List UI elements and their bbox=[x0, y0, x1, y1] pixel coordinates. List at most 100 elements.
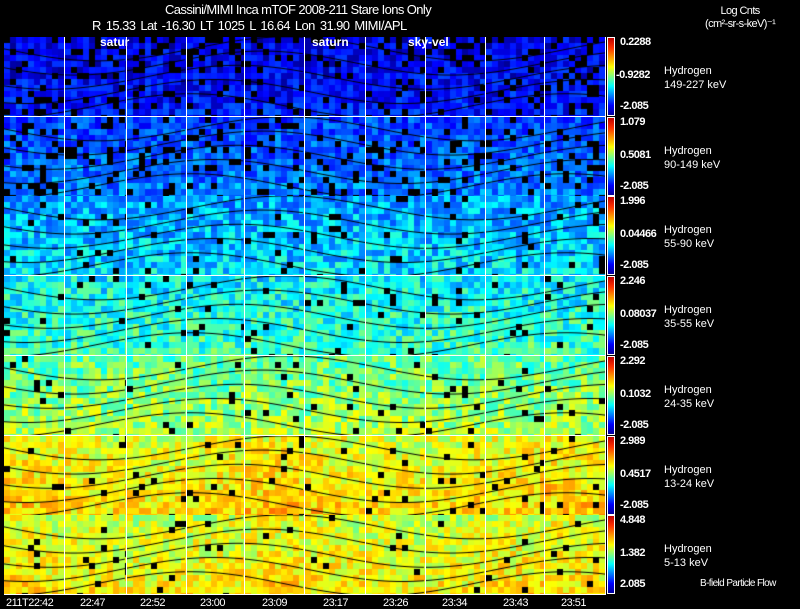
heatmap-panel-r2-c2 bbox=[127, 196, 187, 276]
colorbar bbox=[607, 436, 615, 515]
species-label: Hydrogen bbox=[664, 224, 712, 236]
energy-channel-label: Hydrogen 35-55 keV bbox=[664, 303, 714, 331]
heatmap-panel-r5-c2 bbox=[127, 436, 187, 516]
heatmap-panel-r1-c6 bbox=[366, 117, 426, 197]
colorbar-mid-label: -0.9282 bbox=[616, 69, 650, 81]
colorbar-min-label: -2.085 bbox=[620, 499, 649, 511]
time-tick-label: 22:52 bbox=[140, 597, 166, 609]
b-field-flow-label: B-field Particle Flow bbox=[700, 578, 776, 589]
heatmap-panel-r0-c0 bbox=[4, 37, 65, 117]
energy-range-label: 13-24 keV bbox=[664, 478, 715, 490]
energy-channel-label: Hydrogen 149-227 keV bbox=[664, 64, 726, 92]
colorbar-max-label: 1.079 bbox=[620, 116, 646, 128]
heatmap-panel-r3-c7 bbox=[426, 276, 486, 356]
heatmap-panel-r5-c7 bbox=[426, 436, 486, 516]
colorbar-mid-label: 1.382 bbox=[620, 547, 646, 559]
heatmap-panel-r3-c5 bbox=[305, 276, 366, 356]
species-label: Hydrogen bbox=[664, 65, 712, 77]
colorbar-min-label: -2.085 bbox=[620, 100, 649, 112]
heatmap-panel-r0-c8 bbox=[486, 37, 545, 117]
plot-title: Cassini/MIMI Inca mTOF 2008-211 Stare Io… bbox=[165, 2, 432, 17]
heatmap-panel-r5-c5 bbox=[305, 436, 366, 516]
heatmap-panel-r2-c9 bbox=[545, 196, 606, 276]
colorbar-min-label: -2.085 bbox=[620, 259, 649, 271]
heatmap-panel-r0-c6 bbox=[366, 37, 426, 117]
species-label: Hydrogen bbox=[664, 145, 712, 157]
heatmap-panel-r6-c4 bbox=[245, 515, 305, 595]
time-tick-label: 23:43 bbox=[503, 597, 529, 609]
heatmap-panel-r4-c2 bbox=[127, 356, 187, 436]
heatmap-panel-r3-c9 bbox=[545, 276, 606, 356]
energy-range-label: 24-35 keV bbox=[664, 398, 715, 410]
units-line-2: (cm²-sr-s-keV)⁻¹ bbox=[705, 18, 776, 30]
colorbar-mid-label: 0.08037 bbox=[620, 308, 657, 320]
colorbar-mid-label: 0.4517 bbox=[620, 468, 651, 480]
energy-range-label: 90-149 keV bbox=[664, 159, 721, 171]
heatmap-panel-r2-c8 bbox=[486, 196, 545, 276]
colorbar bbox=[607, 276, 615, 355]
colorbar-mid-label: 0.5081 bbox=[620, 149, 651, 161]
overlay-label-saturn-1: satur bbox=[100, 35, 130, 49]
heatmap-panel-r3-c2 bbox=[127, 276, 187, 356]
colorbar-max-label: 2.989 bbox=[620, 435, 646, 447]
heatmap-panel-r2-c6 bbox=[366, 196, 426, 276]
heatmap-panel-r4-c0 bbox=[4, 356, 65, 436]
heatmap-panel-r0-c5 bbox=[305, 37, 366, 117]
time-tick-label: 23:09 bbox=[262, 597, 288, 609]
heatmap-grid bbox=[4, 37, 606, 595]
colorbar-mid-label: 0.04466 bbox=[620, 228, 657, 240]
time-tick-label: 23:51 bbox=[561, 597, 587, 609]
heatmap-panel-r5-c6 bbox=[366, 436, 426, 516]
heatmap-panel-r4-c3 bbox=[187, 356, 245, 436]
colorbar bbox=[607, 196, 615, 275]
heatmap-panel-r6-c6 bbox=[366, 515, 426, 595]
energy-range-label: 55-90 keV bbox=[664, 238, 715, 250]
heatmap-panel-r4-c8 bbox=[486, 356, 545, 436]
colorbar-min-label: -2.085 bbox=[620, 419, 649, 431]
overlay-label-sky-vel: sky-vel bbox=[408, 35, 449, 49]
energy-channel-label: Hydrogen 55-90 keV bbox=[664, 223, 714, 251]
energy-range-label: 149-227 keV bbox=[664, 79, 727, 91]
heatmap-panel-r5-c3 bbox=[187, 436, 245, 516]
heatmap-panel-r2-c5 bbox=[305, 196, 366, 276]
heatmap-panel-r4-c1 bbox=[65, 356, 127, 436]
energy-channel-label: Hydrogen 24-35 keV bbox=[664, 383, 714, 411]
heatmap-panel-r3-c6 bbox=[366, 276, 426, 356]
energy-channel-label: Hydrogen 5-13 keV bbox=[664, 542, 712, 570]
time-tick-label: 23:26 bbox=[383, 597, 409, 609]
colorbar-max-label: 2.292 bbox=[620, 355, 646, 367]
heatmap-panel-r1-c0 bbox=[4, 117, 65, 197]
heatmap-panel-r0-c2 bbox=[127, 37, 187, 117]
heatmap-panel-r0-c1 bbox=[65, 37, 127, 117]
energy-range-label: 5-13 keV bbox=[664, 557, 709, 569]
heatmap-panel-r6-c2 bbox=[127, 515, 187, 595]
colorbar-mid-label: 0.1032 bbox=[620, 388, 651, 400]
colorbar bbox=[607, 356, 615, 435]
heatmap-panel-r6-c1 bbox=[65, 515, 127, 595]
heatmap-panel-r6-c9 bbox=[545, 515, 606, 595]
heatmap-panel-r0-c7 bbox=[426, 37, 486, 117]
heatmap-panel-r2-c4 bbox=[245, 196, 305, 276]
heatmap-panel-r6-c7 bbox=[426, 515, 486, 595]
heatmap-panel-r6-c0 bbox=[4, 515, 65, 595]
heatmap-panel-r5-c8 bbox=[486, 436, 545, 516]
heatmap-panel-r5-c9 bbox=[545, 436, 606, 516]
energy-channel-label: Hydrogen 13-24 keV bbox=[664, 463, 714, 491]
units-label: Log Cnts (cm²-sr-s-keV)⁻¹ bbox=[705, 5, 776, 31]
heatmap-panel-r2-c1 bbox=[65, 196, 127, 276]
heatmap-panel-r4-c7 bbox=[426, 356, 486, 436]
heatmap-panel-r6-c3 bbox=[187, 515, 245, 595]
heatmap-panel-r3-c8 bbox=[486, 276, 545, 356]
colorbar-max-label: 1.996 bbox=[620, 195, 646, 207]
colorbar-min-label: -2.085 bbox=[620, 339, 649, 351]
time-tick-label: 23:34 bbox=[442, 597, 468, 609]
time-tick-label: 23:00 bbox=[200, 597, 226, 609]
time-tick-label: 211T22:42 bbox=[6, 597, 54, 609]
energy-channel-label: Hydrogen 90-149 keV bbox=[664, 144, 720, 172]
colorbar bbox=[607, 117, 615, 196]
heatmap-panel-r2-c3 bbox=[187, 196, 245, 276]
heatmap-panel-r0-c3 bbox=[187, 37, 245, 117]
colorbar-min-label: 2.085 bbox=[620, 578, 646, 590]
heatmap-panel-r2-c7 bbox=[426, 196, 486, 276]
heatmap-panel-r3-c3 bbox=[187, 276, 245, 356]
